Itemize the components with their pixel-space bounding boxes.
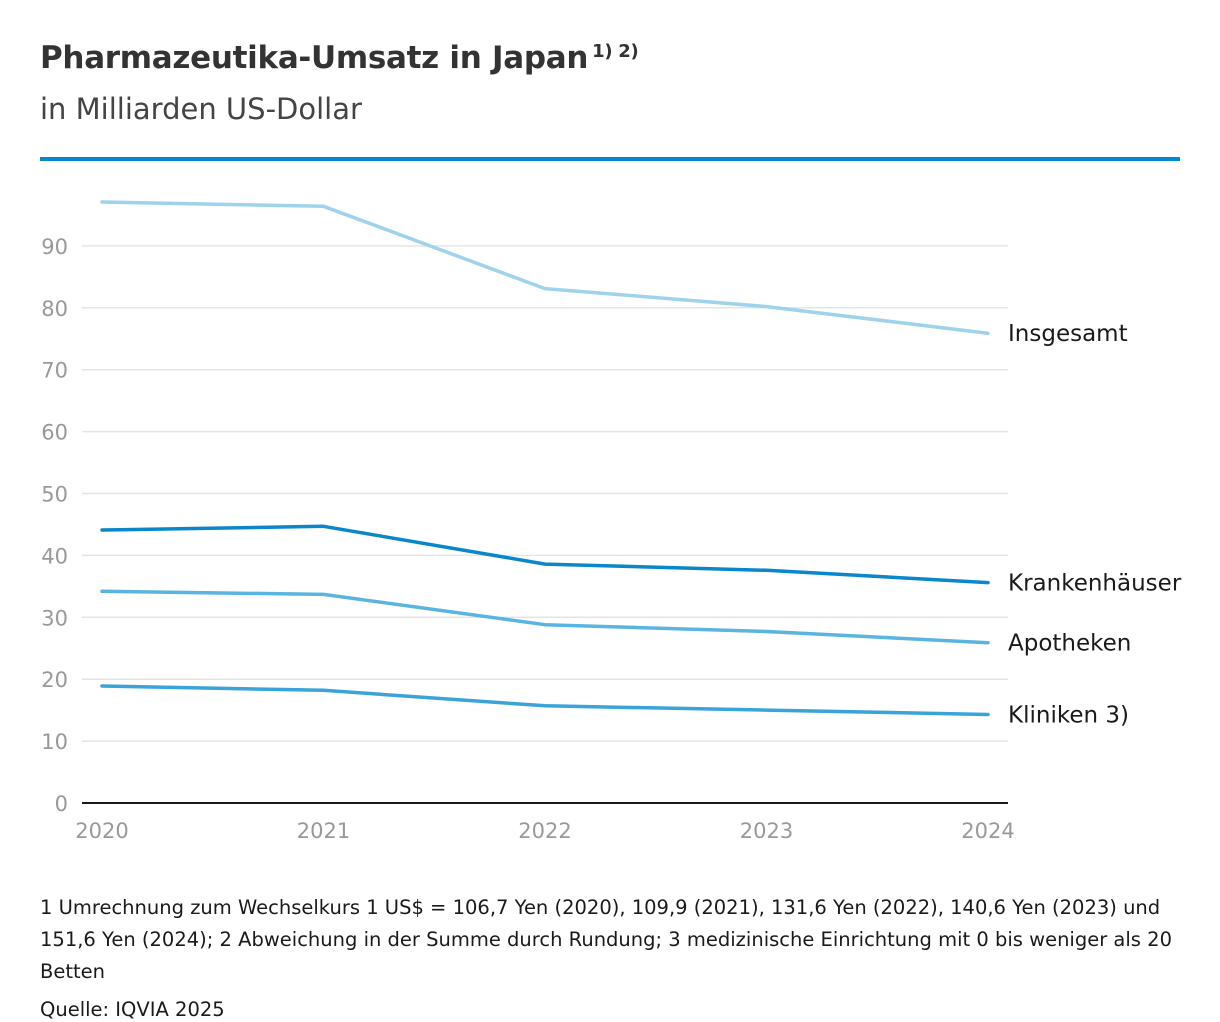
- x-tick-label-2022: 2022: [518, 819, 571, 843]
- x-tick-label-2021: 2021: [297, 819, 350, 843]
- chart-subtitle: in Milliarden US-Dollar: [40, 92, 362, 126]
- y-tick-label-50: 50: [41, 483, 68, 507]
- footnote: 1 Umrechnung zum Wechselkurs 1 US$ = 106…: [40, 896, 1172, 983]
- y-tick-label-10: 10: [41, 730, 68, 754]
- y-tick-label-30: 30: [41, 606, 68, 630]
- source-note: Quelle: IQVIA 2025: [40, 998, 225, 1021]
- grid-layer: [82, 245, 1008, 742]
- series-line-kliniken-3: [100, 684, 990, 717]
- y-tick-label-80: 80: [41, 297, 68, 321]
- series-line-apotheken: [100, 589, 990, 645]
- x-tick-label-2023: 2023: [740, 819, 793, 843]
- chart-title: Pharmazeutika-Umsatz in Japan 1) 2): [40, 40, 639, 76]
- y-tick-label-70: 70: [41, 359, 68, 383]
- y-tick-label-60: 60: [41, 421, 68, 445]
- y-tick-label-0: 0: [55, 792, 68, 816]
- y-tick-label-40: 40: [41, 544, 68, 568]
- y-tick-label-20: 20: [41, 668, 68, 692]
- y-tick-label-90: 90: [41, 235, 68, 259]
- series-line-insgesamt: [100, 200, 990, 335]
- chart-title-text: Pharmazeutika-Umsatz in Japan: [40, 40, 589, 76]
- series-layer: [100, 200, 990, 717]
- x-tick-label-2024: 2024: [961, 819, 1014, 843]
- axis-layer: 0 10 20 30 40 50 60 70 80 90 2020 2021 2022 2023 2024: [41, 235, 1014, 843]
- series-line-krankenh-user: [100, 524, 990, 585]
- series-label-apotheken: Apotheken: [1008, 631, 1131, 657]
- title-footnote-marks: 1) 2): [592, 40, 639, 62]
- series-label-krankenh-user: Krankenhäuser: [1008, 571, 1182, 597]
- header-divider: [40, 157, 1180, 161]
- series-label-insgesamt: Insgesamt: [1008, 321, 1128, 347]
- x-tick-label-2020: 2020: [75, 819, 128, 843]
- series-label-kliniken-3: Kliniken 3): [1008, 702, 1129, 728]
- label-layer: Insgesamt Krankenhäuser Apotheken Kliniken …: [1008, 321, 1182, 728]
